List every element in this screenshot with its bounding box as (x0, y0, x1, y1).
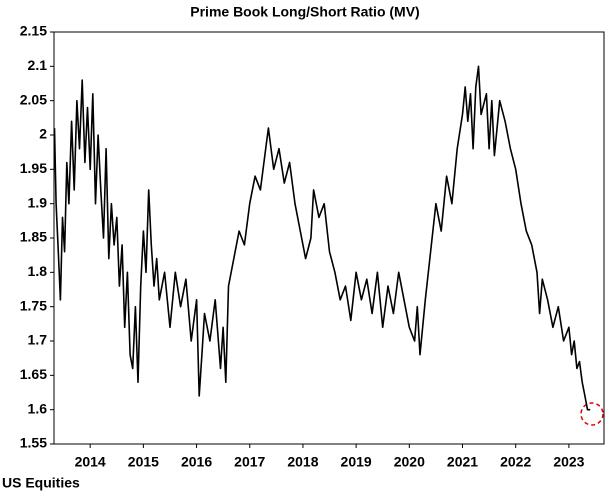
y-tick-label: 1.95 (20, 160, 47, 176)
x-tick-label: 2020 (394, 454, 425, 470)
y-tick-label: 1.85 (20, 229, 47, 245)
y-tick-label: 2 (39, 126, 47, 142)
y-tick-label: 2.05 (20, 91, 47, 107)
x-tick-label: 2015 (128, 454, 159, 470)
x-tick-label: 2014 (75, 454, 106, 470)
y-tick-label: 1.9 (28, 194, 48, 210)
y-tick-label: 2.15 (20, 23, 47, 39)
footnote: US Equities (2, 475, 80, 491)
y-tick-label: 1.65 (20, 366, 47, 382)
x-tick-label: 2017 (234, 454, 265, 470)
data-line (53, 65, 591, 411)
y-tick-label: 1.6 (28, 400, 48, 416)
y-tick-label: 1.8 (28, 263, 48, 279)
y-tick-label: 1.7 (28, 332, 48, 348)
x-tick-label: 2019 (341, 454, 372, 470)
x-tick-label: 2016 (181, 454, 212, 470)
x-tick-label: 2018 (287, 454, 318, 470)
y-tick-label: 1.75 (20, 297, 47, 313)
x-tick-label: 2023 (553, 454, 584, 470)
x-tick-label: 2022 (500, 454, 531, 470)
highlight-circle (580, 402, 604, 426)
plot-frame (53, 31, 605, 445)
y-tick-label: 1.55 (20, 435, 47, 451)
y-tick-label: 2.1 (28, 57, 48, 73)
chart-title: Prime Book Long/Short Ratio (MV) (190, 4, 419, 20)
x-tick-label: 2021 (447, 454, 478, 470)
